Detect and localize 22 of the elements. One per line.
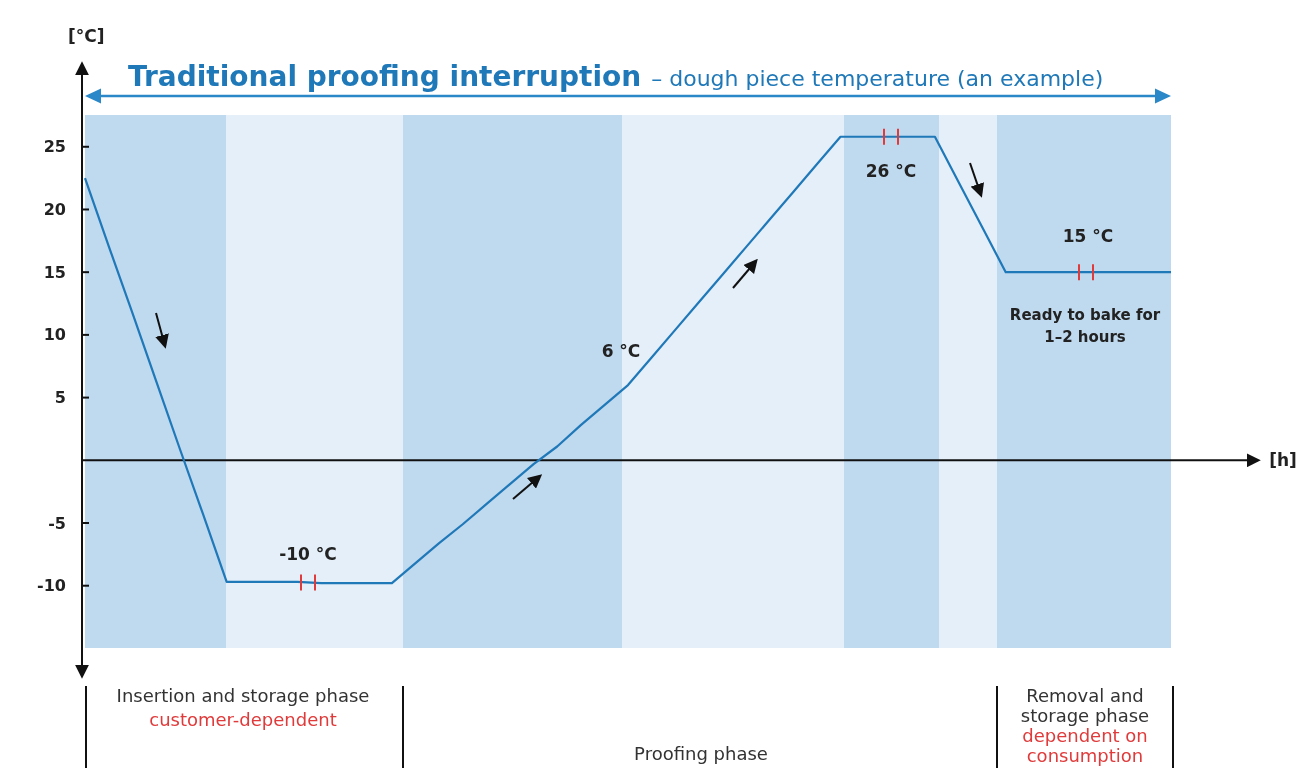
text: [h] bbox=[1269, 450, 1297, 471]
text: Insertion and storage phase bbox=[116, 685, 370, 706]
annotation: 6 °C bbox=[601, 341, 641, 362]
y-tick-label: 10 bbox=[43, 325, 66, 345]
line-series bbox=[83, 135, 1173, 585]
text: Removal and storage phase bbox=[1020, 685, 1150, 726]
y-tick-label: 25 bbox=[43, 137, 66, 157]
annotation: 15 °C bbox=[1062, 226, 1114, 247]
y-tick-label: 20 bbox=[43, 200, 66, 220]
text: customer-dependent bbox=[149, 709, 337, 730]
y-tick-label: -5 bbox=[48, 513, 66, 533]
annotation: Ready to bake for 1–2 hours bbox=[1009, 306, 1161, 347]
y-tick-label: 5 bbox=[54, 388, 66, 408]
y-tick-label: 15 bbox=[43, 262, 66, 282]
text: dependent on consumption bbox=[1022, 725, 1148, 766]
text: Proofing phase bbox=[634, 743, 768, 764]
y-axis-title: [°C] bbox=[68, 26, 105, 46]
y-tick-label: -10 bbox=[37, 576, 66, 596]
annotation: 26 °C bbox=[865, 160, 917, 181]
chart-subtitle: – dough piece temperature (an example) bbox=[651, 66, 1104, 91]
chart-title: Traditional proofing interruption bbox=[128, 60, 642, 93]
annotation: -10 °C bbox=[279, 543, 337, 564]
